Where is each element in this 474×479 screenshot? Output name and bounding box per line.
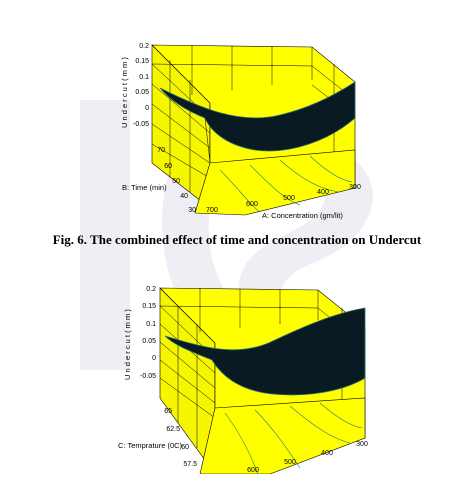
figure-caption: Fig. 6. The combined effect of time and …: [52, 232, 422, 247]
y-axis-label: C: Temprature (0C): [118, 441, 183, 450]
x-axis: 600 500 400 300: [247, 441, 368, 474]
z-axis: 0.2 0.15 0.1 0.05 0 -0.05: [140, 286, 156, 380]
floor: [194, 149, 356, 216]
x-tick: 400: [321, 450, 333, 457]
grid-back-left: [151, 60, 211, 192]
z-tick: -0.05: [140, 373, 156, 380]
y-tick: 60: [164, 163, 172, 170]
y-tick: 70: [157, 147, 165, 154]
x-axis: 700 600 500 400 300: [206, 184, 361, 214]
z-tick: 0.05: [142, 338, 156, 345]
surface-plot-1: 0.2 0.15 0.1 0.05 0 -0.05 U n d e r c u …: [0, 0, 474, 230]
floor: [199, 397, 366, 475]
x-tick: 600: [247, 467, 259, 474]
x-tick: 300: [349, 184, 361, 191]
contour-lines: [224, 402, 363, 475]
z-tick: 0: [152, 355, 156, 362]
x-tick: 300: [356, 441, 368, 448]
z-tick: -0.05: [133, 121, 149, 128]
y-tick: 30: [188, 207, 196, 214]
y-axis: 65 62.5 60 57.5: [164, 408, 197, 468]
z-tick: 0.15: [135, 58, 149, 65]
z-tick: 0.1: [146, 321, 156, 328]
z-tick: 0.2: [146, 286, 156, 293]
z-tick: 0.15: [142, 303, 156, 310]
x-tick: 500: [284, 459, 296, 466]
contour-lines: [219, 155, 353, 213]
z-tick: 0.2: [139, 43, 149, 50]
y-axis-label: B: Time (min): [122, 183, 167, 192]
response-surface: [164, 307, 366, 396]
y-tick: 60: [181, 444, 189, 451]
z-axis-label: U n d e r c u t ( m m ): [123, 309, 132, 380]
x-tick: 600: [246, 201, 258, 208]
z-axis: 0.2 0.15 0.1 0.05 0 -0.05: [133, 43, 149, 128]
x-axis-label: A: Concentration (gm/lit): [262, 211, 343, 220]
x-tick: 500: [283, 195, 295, 202]
surface-plot-2: 0.2 0.15 0.1 0.05 0 -0.05 U n d e r c u …: [0, 268, 474, 475]
y-tick: 50: [172, 178, 180, 185]
y-tick: 62.5: [166, 426, 180, 433]
z-tick: 0: [145, 105, 149, 112]
z-tick: 0.1: [139, 74, 149, 81]
y-tick: 65: [164, 408, 172, 415]
x-tick: 400: [317, 189, 329, 196]
x-tick: 700: [206, 207, 218, 214]
z-axis-label: U n d e r c u t ( m m ): [120, 57, 129, 128]
y-axis: 70 60 50 40 30: [157, 147, 196, 214]
y-tick: 40: [180, 193, 188, 200]
y-tick: 57.5: [183, 461, 197, 468]
z-tick: 0.05: [135, 89, 149, 96]
